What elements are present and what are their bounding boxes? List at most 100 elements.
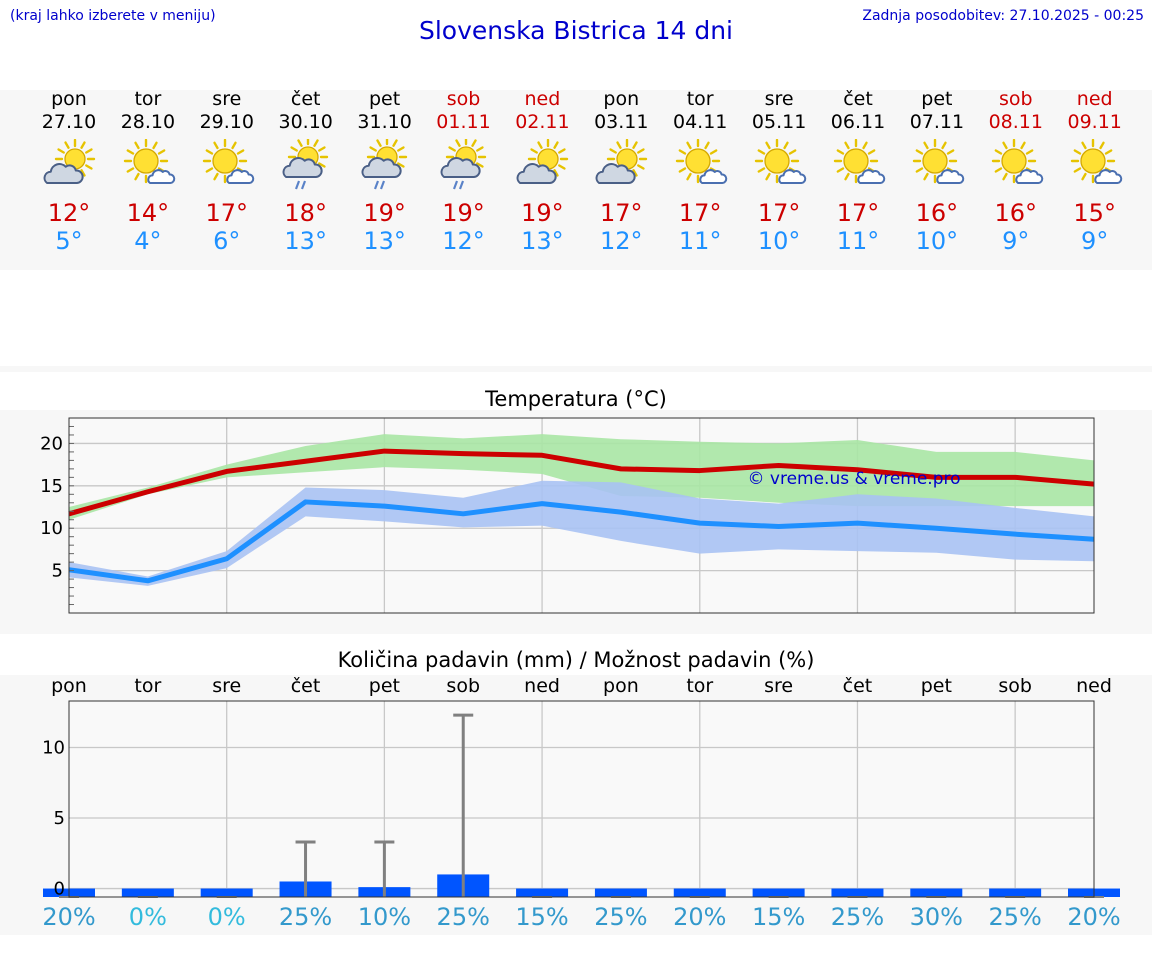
precip-probability: 10% [357,903,412,931]
mostly-sunny-icon [675,139,728,184]
partly-cloudy-icon [516,139,569,184]
max-temp: 15° [1073,199,1116,227]
day-column: ned 09.11 15° 9° [1055,88,1135,255]
precip-day-label: pet [368,675,400,697]
day-date: 27.10 [41,111,97,133]
max-temp: 17° [205,199,249,227]
day-date: 30.10 [278,111,333,133]
max-temp: 12° [47,199,91,227]
precip-probability: 25% [988,903,1042,931]
day-name: sre [764,88,794,110]
precip-day-label: ned [524,675,560,697]
max-temp-line [68,448,1095,517]
precip-day-label: tor [686,675,714,697]
y-tick-label: 10 [40,518,63,539]
y-tick-label: 0 [54,879,65,900]
precip-day-label: ned [1076,675,1112,697]
precip-bar [752,888,805,897]
day-date: 09.11 [1067,111,1122,133]
precip-day-label: čet [290,675,321,697]
min-temp: 11° [678,227,722,255]
max-temp: 17° [757,199,801,227]
precip-probability: 25% [594,903,648,931]
day-name: sob [446,88,481,110]
day-column: sob 08.11 16° 9° [976,88,1056,255]
day-column: ned 02.11 19° 13° [502,88,582,255]
mostly-sunny-icon [991,139,1044,184]
day-column: tor 28.10 14° 4° [108,88,188,255]
day-name: pet [368,88,401,110]
day-name: sob [999,88,1033,110]
precip-day-label: sre [212,675,242,697]
day-column: sre 05.11 17° 10° [739,88,819,255]
min-temp: 10° [915,227,959,255]
y-tick-label: 20 [40,433,63,454]
precip-probability: 25% [278,903,333,931]
location-menu-hint[interactable]: (kraj lahko izberete v meniju) [10,8,216,24]
precip-bar [673,888,726,897]
mostly-sunny-icon [1070,139,1122,184]
precip-bar [989,888,1042,897]
plot-area [69,701,1094,897]
day-name: ned [1076,88,1113,110]
day-date: 08.11 [988,111,1043,133]
precip-day-label: sob [998,675,1032,697]
precip-probability: 30% [909,903,963,931]
precip-probability: 25% [830,903,885,931]
day-date: 01.11 [436,111,491,133]
cloud-rain-sun-icon [282,139,328,190]
precip-day-label: pon [603,675,639,697]
day-date: 02.11 [515,111,570,133]
precip-day-label: pon [51,675,87,697]
precip-bar [121,888,174,897]
min-temp: 6° [213,227,241,255]
page-title: Slovenska Bistrica 14 dni [418,16,734,45]
min-temp: 12° [600,227,643,255]
precip-probability: 15% [751,903,806,931]
max-temp: 14° [126,199,170,227]
cloud-rain-sun-icon [440,139,486,190]
precip-day-label: sob [446,675,481,697]
y-tick-label: 5 [52,561,63,582]
precip-probability: 0% [128,903,167,931]
precip-probability: 0% [207,903,246,931]
day-date: 03.11 [594,111,649,133]
day-name: tor [686,88,714,110]
min-temp-line [68,499,1095,584]
day-date: 31.10 [357,111,412,133]
mostly-sunny-icon [123,139,176,184]
max-temp: 17° [836,199,880,227]
last-update: Zadnja posodobitev: 27.10.2025 - 00:25 [862,8,1144,24]
precip-day-label: pet [920,675,952,697]
plot-frame [68,417,1095,614]
min-temp: 5° [55,227,83,255]
max-temp: 16° [915,199,959,227]
cloud-rain-sun-icon [361,139,407,190]
day-name: tor [134,88,162,110]
precip-bar [910,888,963,897]
day-name: sre [212,88,242,110]
day-date: 28.10 [120,111,176,133]
min-temp: 4° [134,227,162,255]
min-temp: 9° [1002,227,1030,255]
day-column: pon 27.10 12° 5° [29,88,109,255]
precip-day-label: čet [842,675,873,697]
day-date: 05.11 [751,111,807,133]
precip-bar [831,888,884,897]
max-temp: 19° [442,199,485,227]
day-name: čet [843,88,873,110]
day-name: pon [603,88,640,110]
partly-cloudy-icon [43,139,96,184]
partly-cloudy-icon [595,139,648,184]
day-column: pet 31.10 19° 13° [345,88,425,255]
min-temp: 13° [521,227,564,255]
min-temp: 13° [284,227,327,255]
day-date: 29.10 [199,111,254,133]
day-column: sre 29.10 17° 6° [187,88,267,255]
precip-day-label: tor [134,675,162,697]
precip-bar [516,888,569,897]
precip-bar [200,888,253,897]
plot-frame [68,700,1095,898]
day-column: čet 06.11 17° 11° [818,88,898,255]
